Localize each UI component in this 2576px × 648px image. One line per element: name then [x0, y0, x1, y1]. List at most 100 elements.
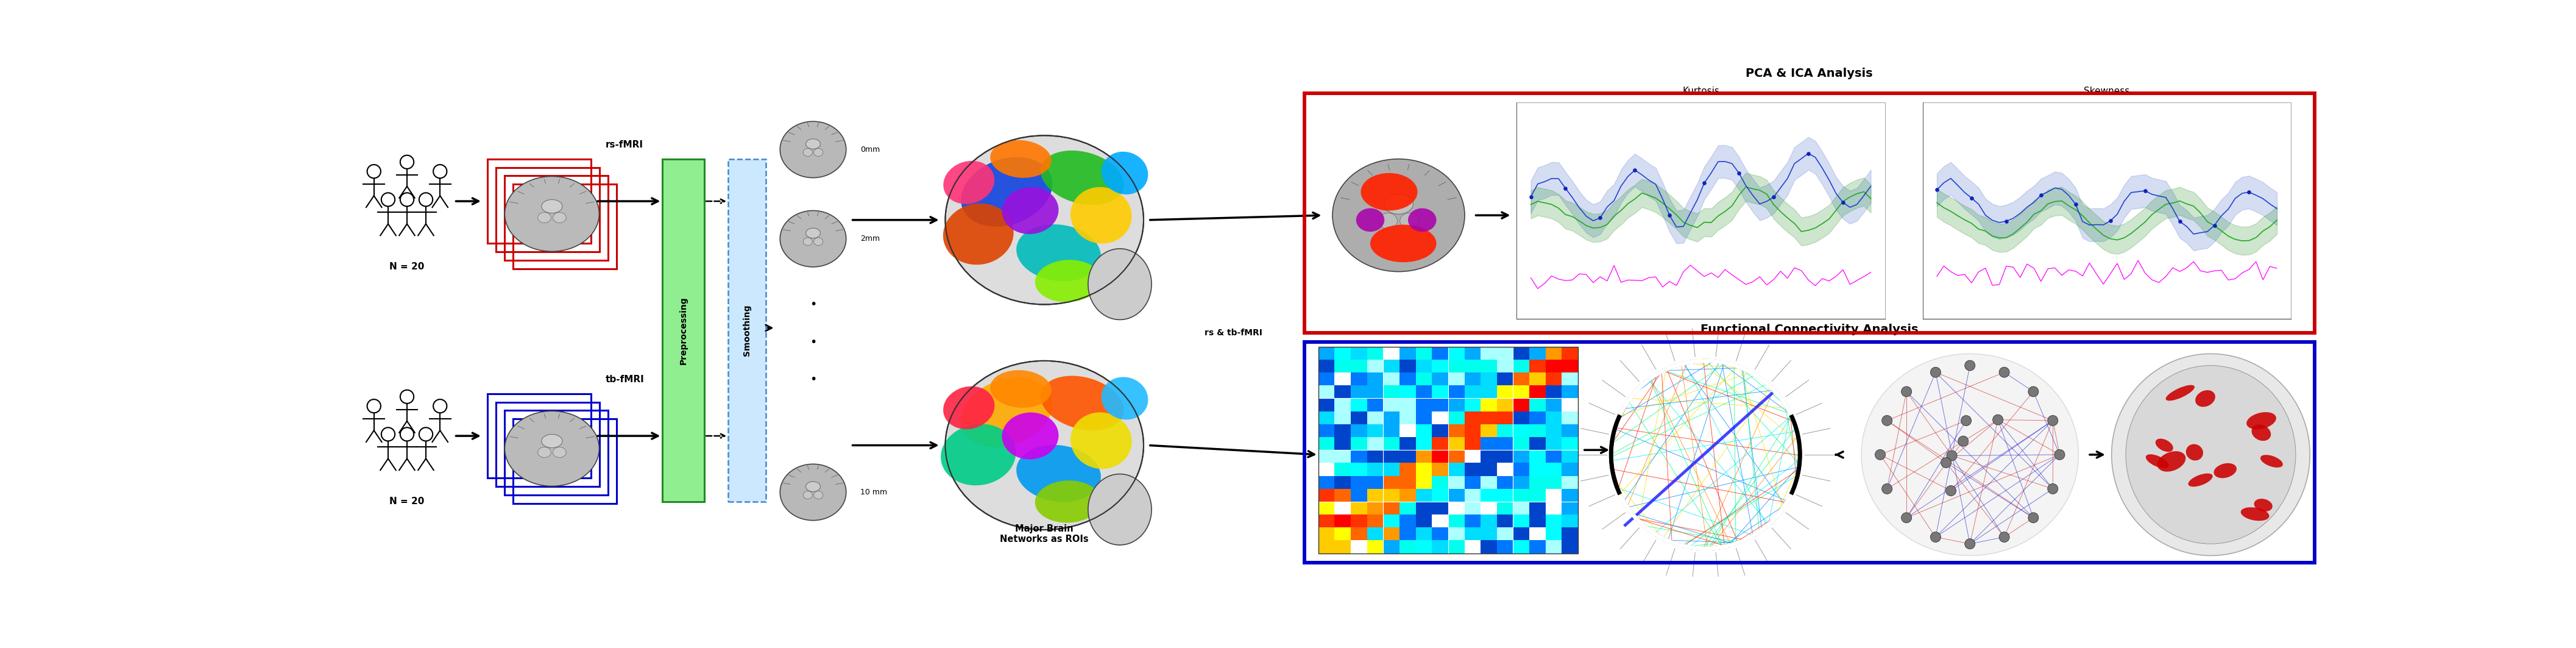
Bar — [1481, 450, 1497, 463]
Point — [2228, 187, 2269, 198]
Ellipse shape — [1087, 474, 1151, 545]
Ellipse shape — [2213, 463, 2236, 478]
Bar — [1383, 527, 1399, 540]
Bar — [1561, 424, 1579, 437]
Bar — [1417, 489, 1432, 502]
Circle shape — [1945, 485, 1955, 496]
Circle shape — [2056, 450, 2066, 460]
Bar — [1448, 463, 1463, 476]
Circle shape — [1965, 360, 1976, 371]
Bar — [1512, 450, 1530, 463]
Bar — [1463, 502, 1481, 515]
Bar — [1512, 386, 1530, 399]
Ellipse shape — [961, 157, 1054, 227]
Circle shape — [1901, 513, 1911, 523]
Bar — [1448, 360, 1463, 373]
Bar — [1463, 347, 1481, 360]
Bar — [1512, 360, 1530, 373]
Ellipse shape — [943, 161, 994, 204]
Ellipse shape — [945, 135, 1144, 305]
Ellipse shape — [505, 176, 600, 251]
Ellipse shape — [2125, 365, 2295, 544]
Ellipse shape — [2187, 474, 2213, 487]
Ellipse shape — [1370, 225, 1437, 262]
Bar — [1497, 411, 1512, 424]
Bar — [1334, 424, 1350, 437]
Bar — [1546, 373, 1561, 386]
Ellipse shape — [1072, 187, 1131, 244]
Bar — [1417, 347, 1432, 360]
Bar — [1463, 399, 1481, 411]
Bar — [1417, 476, 1432, 489]
Bar — [1399, 450, 1417, 463]
Bar — [1334, 347, 1350, 360]
Bar — [662, 159, 703, 502]
Bar — [1561, 347, 1579, 360]
Bar — [1350, 437, 1368, 450]
Text: Major Brain
Networks as ROIs: Major Brain Networks as ROIs — [999, 524, 1090, 544]
Bar — [1481, 424, 1497, 437]
Bar — [1368, 450, 1383, 463]
Text: Preprocessing: Preprocessing — [680, 296, 688, 364]
Bar — [1561, 540, 1579, 553]
Bar — [1497, 347, 1512, 360]
Bar — [1463, 515, 1481, 527]
Bar — [1334, 489, 1350, 502]
Bar — [1561, 527, 1579, 540]
Bar — [1432, 489, 1448, 502]
Bar — [495, 402, 600, 487]
Bar — [1481, 540, 1497, 553]
Ellipse shape — [1036, 260, 1100, 302]
Bar — [1319, 450, 1334, 463]
Bar — [1319, 463, 1334, 476]
Ellipse shape — [2146, 454, 2169, 468]
Bar — [1546, 515, 1561, 527]
Bar — [1497, 502, 1512, 515]
Ellipse shape — [2156, 451, 2184, 472]
Bar — [1448, 373, 1463, 386]
Bar — [1319, 347, 1334, 360]
Bar — [1368, 424, 1383, 437]
Bar — [1417, 515, 1432, 527]
Text: 2mm: 2mm — [860, 235, 881, 243]
Bar — [1350, 399, 1368, 411]
Bar — [513, 419, 616, 503]
Ellipse shape — [940, 424, 1015, 485]
Point — [2056, 199, 2097, 209]
Bar — [1319, 386, 1334, 399]
Ellipse shape — [943, 203, 1012, 265]
Bar — [1399, 540, 1417, 553]
Bar — [1448, 399, 1463, 411]
Bar — [1350, 411, 1368, 424]
Circle shape — [1929, 367, 1940, 377]
Bar — [1319, 476, 1334, 489]
Bar — [1399, 424, 1417, 437]
Circle shape — [1999, 367, 2009, 377]
Ellipse shape — [2166, 385, 2195, 400]
Text: Functional Connectivity Analysis: Functional Connectivity Analysis — [1700, 323, 1919, 335]
Point — [1649, 210, 1690, 220]
Bar — [1334, 540, 1350, 553]
Bar — [1368, 399, 1383, 411]
Bar — [1463, 411, 1481, 424]
Bar — [1448, 489, 1463, 502]
Bar — [1368, 437, 1383, 450]
Bar — [1448, 515, 1463, 527]
Point — [2159, 216, 2200, 227]
Bar — [1432, 411, 1448, 424]
Circle shape — [1901, 386, 1911, 397]
Point — [1718, 168, 1759, 178]
Bar — [1512, 424, 1530, 437]
Bar — [1432, 463, 1448, 476]
Point — [1546, 183, 1587, 194]
Bar — [1448, 450, 1463, 463]
Bar — [1399, 347, 1417, 360]
Circle shape — [1960, 415, 1971, 426]
Bar — [1432, 347, 1448, 360]
Ellipse shape — [1002, 187, 1059, 234]
Bar — [1383, 347, 1399, 360]
Bar — [1546, 347, 1561, 360]
Bar — [1546, 399, 1561, 411]
Bar — [1546, 450, 1561, 463]
Bar — [1546, 540, 1561, 553]
